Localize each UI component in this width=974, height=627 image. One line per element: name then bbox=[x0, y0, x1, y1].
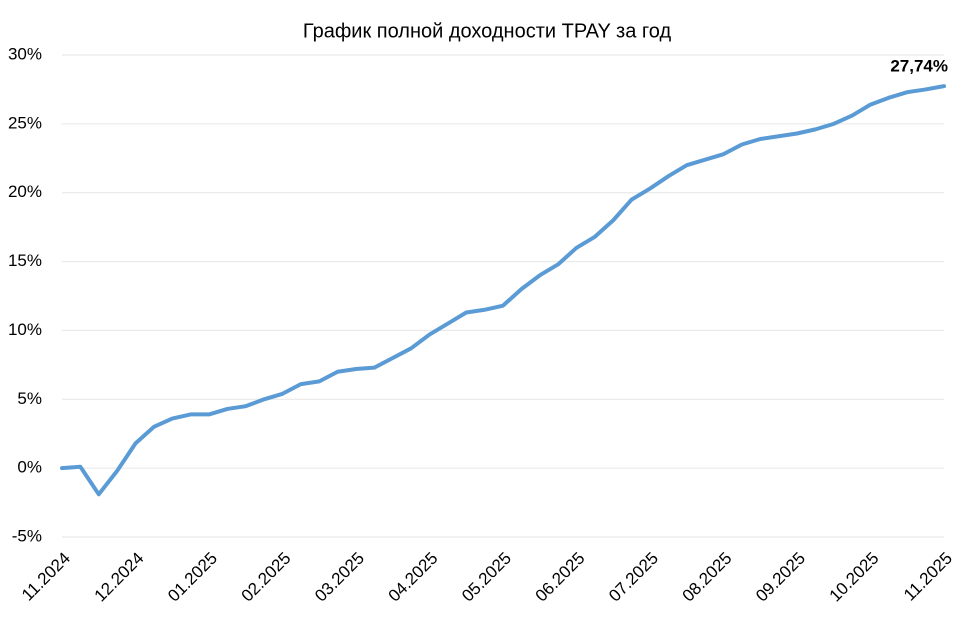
x-tick-label: 08.2025 bbox=[679, 549, 736, 606]
x-tick-label: 02.2025 bbox=[238, 549, 295, 606]
y-tick-label: -5% bbox=[12, 526, 42, 545]
x-tick-label: 01.2025 bbox=[164, 549, 221, 606]
x-tick-label: 06.2025 bbox=[532, 549, 589, 606]
x-tick-label: 04.2025 bbox=[385, 549, 442, 606]
x-tick-label: 11.2025 bbox=[900, 549, 956, 605]
x-tick-label: 10.2025 bbox=[826, 549, 883, 606]
y-tick-label: 10% bbox=[8, 320, 42, 339]
y-tick-label: 30% bbox=[8, 44, 42, 63]
y-tick-label: 0% bbox=[17, 458, 42, 477]
y-tick-label: 20% bbox=[8, 182, 42, 201]
y-tick-label: 15% bbox=[8, 251, 42, 270]
value-label: 27,74% bbox=[890, 57, 948, 76]
x-tick-label: 12.2024 bbox=[91, 549, 148, 606]
x-tick-label: 11.2024 bbox=[18, 549, 74, 605]
line bbox=[60, 84, 946, 497]
x-tick-label: 09.2025 bbox=[752, 549, 809, 606]
x-tick-label: 07.2025 bbox=[605, 549, 662, 606]
y-tick-label: 25% bbox=[8, 113, 42, 132]
x-tick-label: 05.2025 bbox=[458, 549, 515, 606]
y-tick-label: 5% bbox=[17, 389, 42, 408]
chart-title: График полной доходности TPAY за год bbox=[303, 20, 672, 42]
x-tick-label: 03.2025 bbox=[311, 549, 368, 606]
